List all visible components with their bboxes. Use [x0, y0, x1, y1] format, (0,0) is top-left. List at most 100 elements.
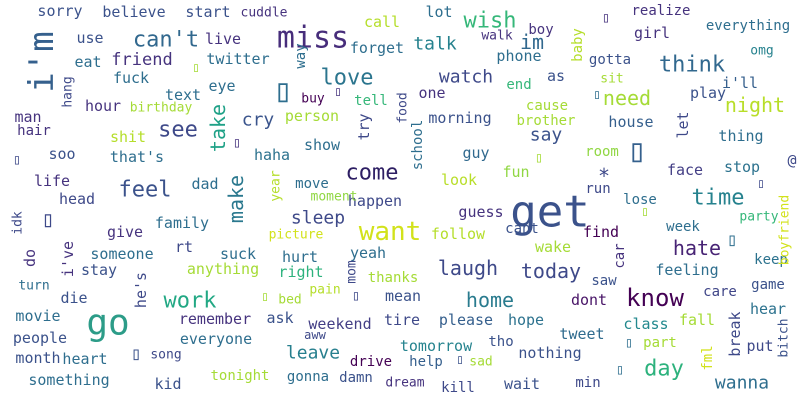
- word-cloud-word: ▯: [602, 10, 610, 26]
- word-cloud-word: watch: [439, 67, 493, 88]
- word-cloud-word: come: [346, 161, 399, 186]
- word-cloud-word: show: [304, 136, 341, 154]
- word-cloud-word: friend: [111, 50, 172, 70]
- word-cloud-word: thanks: [368, 270, 419, 286]
- word-cloud-word: bitch: [777, 318, 792, 357]
- word-cloud-word: class: [623, 315, 668, 333]
- word-cloud-word: damn: [339, 370, 373, 386]
- word-cloud-word: stay: [81, 261, 117, 279]
- word-cloud-word: room: [585, 144, 619, 160]
- word-cloud-word: picture: [269, 228, 324, 243]
- word-cloud-word: *: [598, 164, 610, 188]
- word-cloud-word: night: [725, 93, 785, 117]
- word-cloud-word: aww: [304, 328, 326, 342]
- word-cloud-word: head: [59, 190, 95, 208]
- word-cloud-word: die: [60, 289, 87, 307]
- word-cloud-word: saw: [591, 273, 617, 289]
- word-cloud-word: want: [359, 217, 422, 247]
- word-cloud-word: brother: [516, 113, 575, 129]
- word-cloud-word: mean: [385, 287, 421, 305]
- word-cloud-word: girl: [634, 24, 670, 42]
- word-cloud-word: omg: [750, 44, 773, 59]
- word-cloud-word: cry: [242, 110, 275, 131]
- word-cloud-word: say: [530, 125, 563, 146]
- word-cloud-word: sit: [600, 72, 623, 87]
- word-cloud-word: life: [34, 172, 70, 190]
- word-cloud-word: i've: [59, 241, 77, 277]
- word-cloud-word: home: [466, 288, 514, 312]
- word-cloud-word: ▯: [131, 344, 142, 365]
- word-cloud-word: fall: [679, 311, 715, 329]
- word-cloud-word: morning: [428, 109, 491, 127]
- word-cloud-word: weekend: [308, 315, 371, 333]
- word-cloud-word: live: [205, 30, 241, 48]
- word-cloud-word: bed: [278, 293, 301, 308]
- word-cloud-word: he's: [132, 272, 150, 308]
- word-cloud-word: game: [751, 277, 785, 293]
- word-cloud-word: tho: [488, 334, 513, 350]
- word-cloud-word: remember: [179, 310, 251, 328]
- word-cloud-word: birthday: [130, 101, 193, 116]
- word-cloud-word: wait: [504, 375, 540, 393]
- word-cloud-word: turn: [18, 279, 49, 294]
- word-cloud-word: work: [164, 289, 217, 314]
- word-cloud-word: phone: [496, 47, 541, 65]
- word-cloud-word: eat: [74, 53, 101, 71]
- word-cloud-word: part: [643, 335, 677, 351]
- word-cloud-word: hang: [61, 76, 76, 107]
- word-cloud-word: laugh: [438, 256, 498, 280]
- word-cloud-word: something: [28, 371, 109, 389]
- word-cloud-word: idk: [11, 211, 26, 235]
- word-cloud-word: happen: [348, 192, 402, 210]
- word-cloud-word: guess: [458, 203, 503, 221]
- word-cloud-word: nothing: [518, 344, 581, 362]
- word-cloud-word: care: [703, 284, 737, 300]
- word-cloud-word: ▯: [13, 152, 21, 168]
- word-cloud-word: i'll: [722, 74, 758, 92]
- word-cloud-word: tire: [384, 311, 420, 329]
- word-cloud-word: wake: [535, 238, 571, 256]
- word-cloud-word: use: [76, 29, 103, 47]
- word-cloud-word: boy: [528, 22, 553, 38]
- word-cloud-word: ▯: [616, 362, 624, 378]
- word-cloud-word: play: [690, 84, 726, 102]
- word-cloud-word: soo: [48, 145, 75, 163]
- word-cloud-word: feel: [119, 178, 172, 203]
- word-cloud-word: fun: [502, 163, 529, 181]
- word-cloud-word: ▯: [757, 177, 765, 192]
- word-cloud-word: haha: [254, 146, 290, 164]
- word-cloud-word: can't: [133, 28, 199, 53]
- word-cloud-word: today: [521, 259, 581, 283]
- word-cloud-word: kill: [441, 380, 475, 396]
- word-cloud-word: hair: [17, 123, 51, 139]
- word-cloud-word: house: [608, 113, 653, 131]
- word-cloud-word: yeah: [350, 244, 386, 262]
- word-cloud-word: please: [439, 311, 493, 329]
- word-cloud-word: ▯: [233, 135, 241, 151]
- word-cloud-word: help: [409, 354, 443, 370]
- word-cloud-word: hour: [85, 97, 121, 115]
- word-cloud-word: cause: [526, 98, 568, 114]
- word-cloud-word: sleep: [291, 208, 345, 229]
- word-cloud-word: family: [155, 214, 209, 232]
- word-cloud-word: believe: [102, 3, 165, 21]
- word-cloud-word: everything: [706, 18, 790, 34]
- word-cloud-word: food: [396, 92, 411, 123]
- word-cloud-word: think: [659, 53, 725, 78]
- word-cloud-word: heart: [62, 350, 107, 368]
- word-cloud-word: lot: [425, 3, 452, 21]
- word-cloud-word: let: [674, 111, 692, 138]
- word-cloud-word: dont: [571, 291, 607, 309]
- word-cloud-word: ▯: [727, 230, 738, 251]
- word-cloud-word: moment: [311, 190, 358, 205]
- word-cloud-word: gonna: [287, 369, 329, 385]
- word-cloud-word: mom: [345, 260, 360, 284]
- word-cloud-word: dream: [385, 376, 424, 391]
- word-cloud-word: school: [410, 120, 426, 171]
- word-cloud-word: ▯: [261, 290, 269, 305]
- word-cloud-word: call: [364, 13, 400, 31]
- word-cloud-word: people: [13, 329, 67, 347]
- word-cloud-word: get: [510, 187, 589, 238]
- word-cloud-word: i'm: [22, 31, 62, 92]
- word-cloud-word: keep: [754, 252, 788, 268]
